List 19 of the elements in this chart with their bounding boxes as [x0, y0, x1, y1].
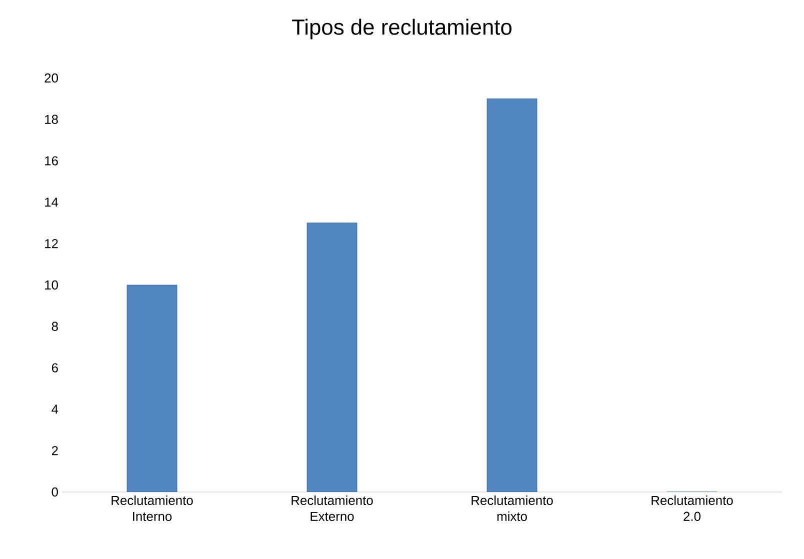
x-tick-label: Reclutamiento Interno [112, 496, 193, 521]
y-tick-label: 10 [45, 280, 58, 290]
y-tick-label: 16 [45, 156, 58, 166]
x-tick-label: Reclutamiento Externo [292, 496, 373, 521]
x-tick-label: Reclutamiento 2.0 [652, 496, 733, 521]
y-tick-label: 8 [52, 322, 58, 331]
y-tick-label: 2 [52, 446, 58, 456]
y-tick-label: 14 [45, 198, 58, 207]
bar [306, 222, 358, 492]
bar [486, 98, 538, 492]
y-tick-label: 12 [45, 239, 58, 248]
chart-title: Tipos de reclutamiento [292, 18, 512, 40]
y-tick-label: 20 [44, 73, 58, 83]
bar [126, 284, 178, 492]
y-tick-label: 6 [52, 363, 58, 372]
y-tick-label: 4 [52, 404, 58, 414]
x-tick-label: Reclutamiento mixto [472, 496, 553, 521]
y-tick-label: 18 [45, 114, 58, 124]
y-tick-label: 0 [52, 487, 58, 497]
